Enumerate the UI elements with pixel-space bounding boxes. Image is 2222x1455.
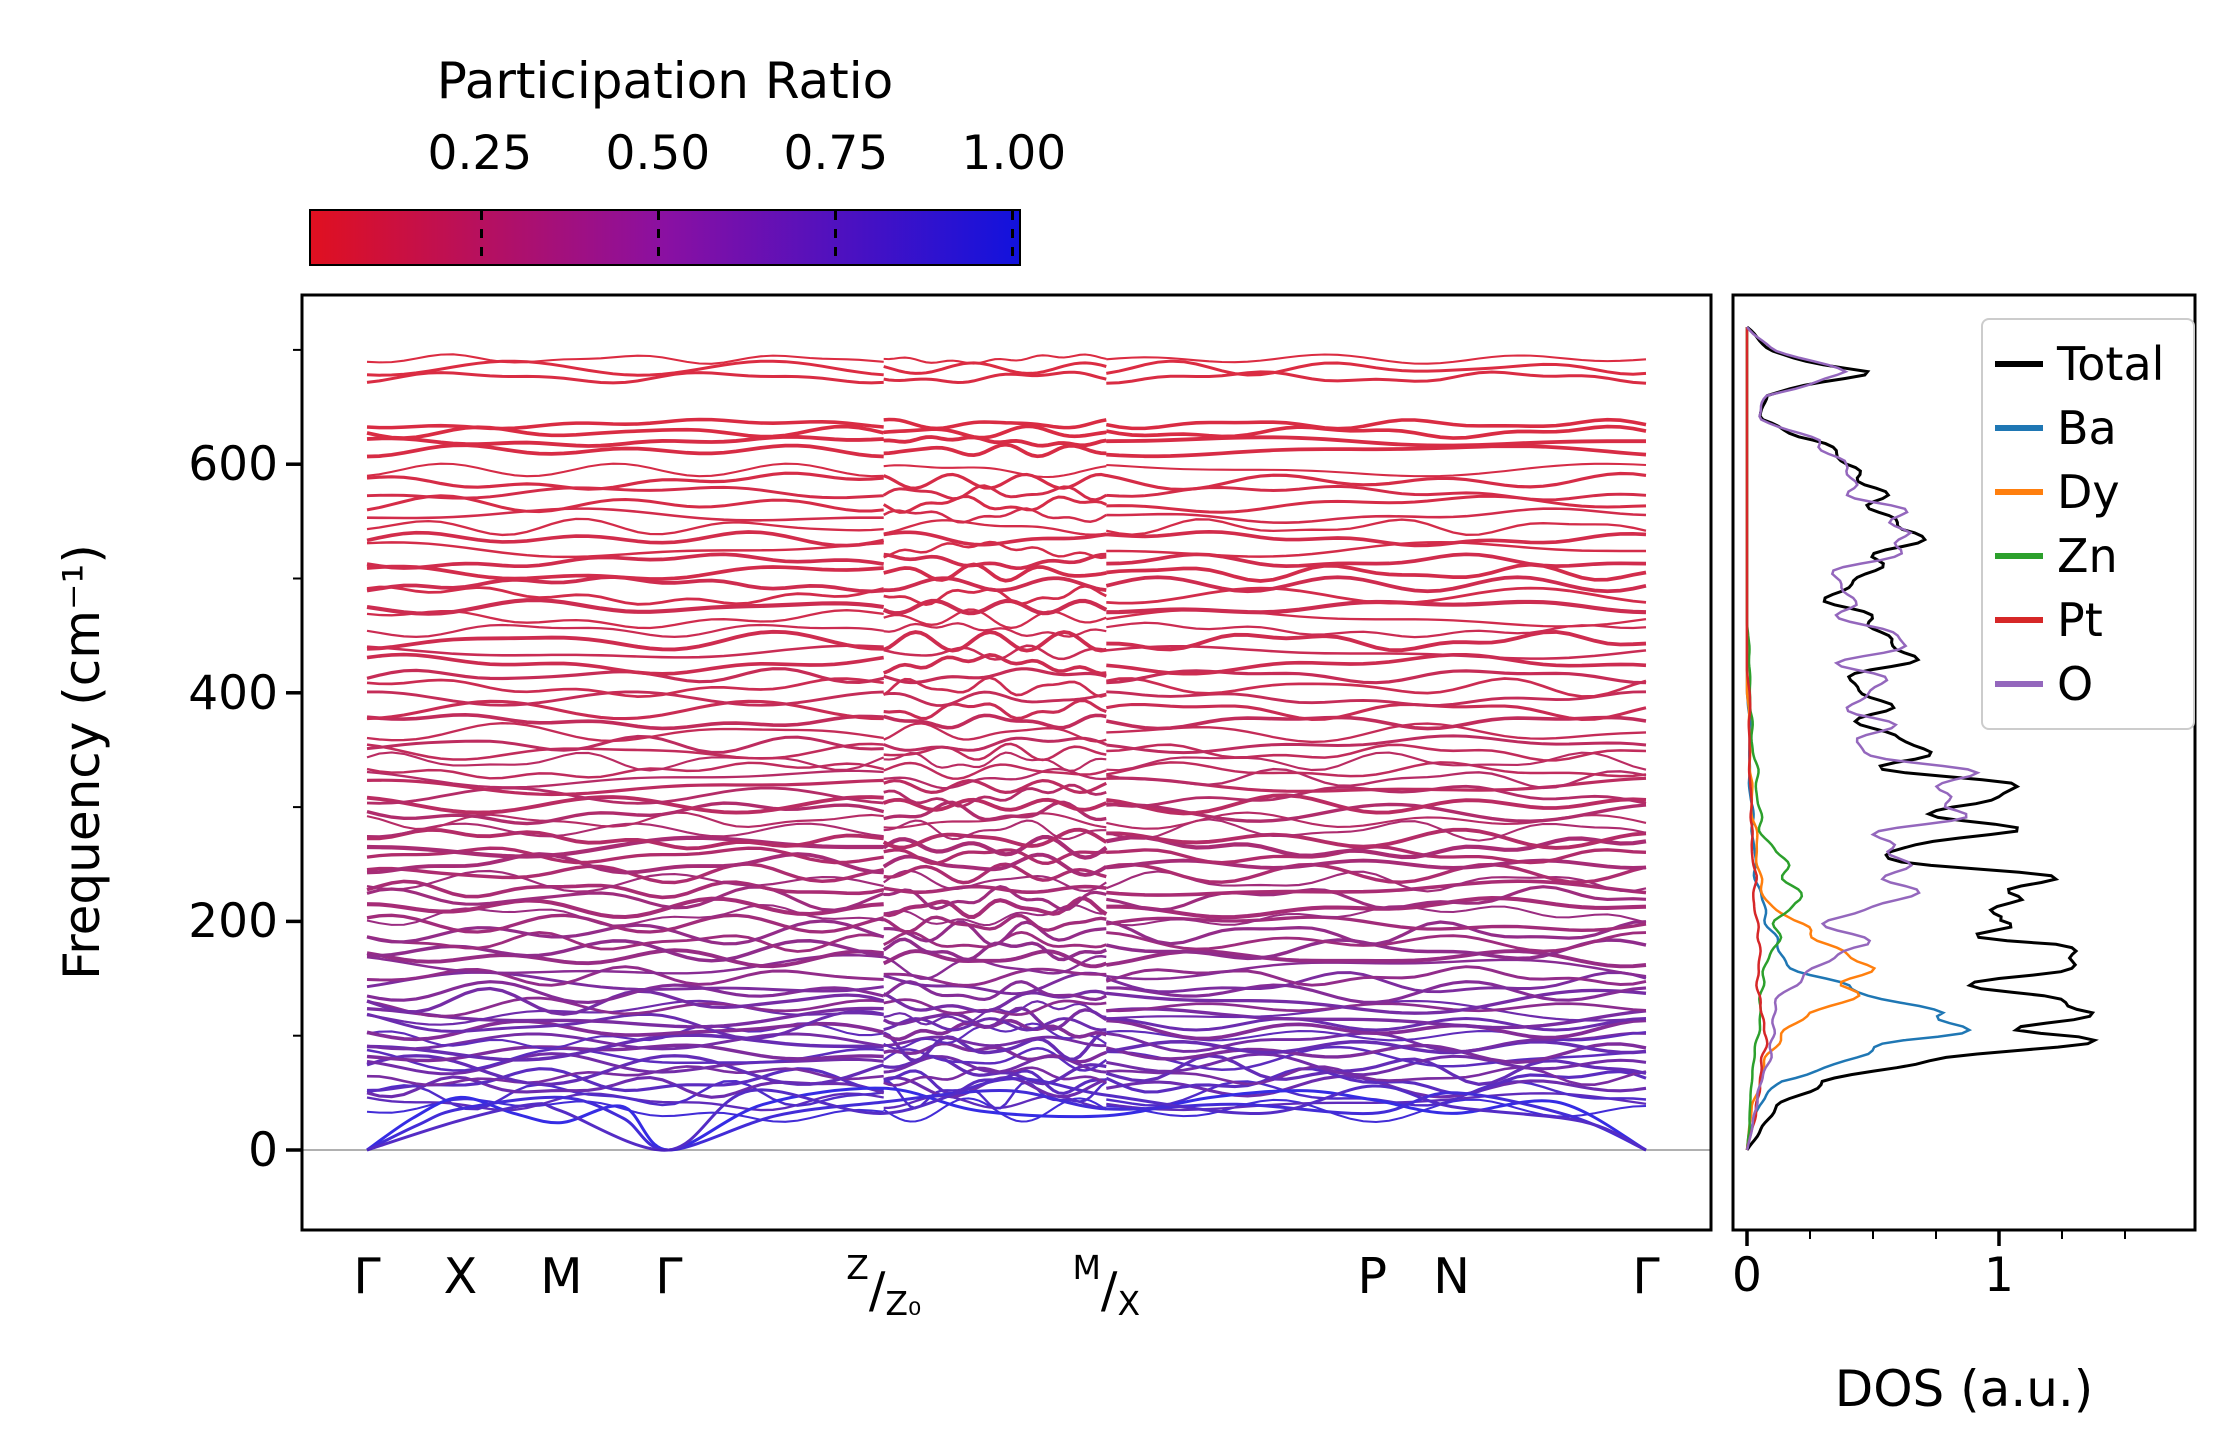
legend-label: Pt	[2057, 593, 2103, 647]
kpoint-label: Z/Z₀	[846, 1248, 922, 1323]
band-path	[366, 494, 1647, 514]
band-path	[366, 598, 1647, 616]
colorbar-tick-mark	[656, 211, 660, 264]
frequency-axis-label: Frequency (cm⁻¹)	[53, 544, 111, 980]
kpoint-label: Γ	[353, 1248, 381, 1305]
band-path	[366, 359, 1647, 377]
band-path	[366, 507, 1647, 524]
band-path	[366, 793, 1647, 816]
colorbar-tick-label: 0.25	[427, 126, 533, 181]
colorbar-tick-mark	[479, 211, 483, 264]
legend-label: O	[2057, 657, 2094, 711]
dos-tick-label: 1	[1984, 1248, 2014, 1303]
colorbar-tick-label: 0.75	[783, 126, 889, 181]
colorbar-tick-label: 1.00	[961, 126, 1067, 181]
dos-panel-frame	[1731, 293, 2197, 1232]
dos-curve-o	[1745, 326, 1981, 1151]
band-path	[366, 667, 1647, 685]
legend-swatch-ba	[1995, 425, 2043, 431]
legend-item: Dy	[1995, 460, 2185, 524]
band-path	[366, 434, 1646, 448]
dos-curve-dy	[1745, 327, 1877, 1151]
band-path	[366, 1031, 1647, 1063]
legend-label: Dy	[2057, 465, 2120, 519]
kpoint-label: Γ	[1632, 1248, 1660, 1305]
band-path	[366, 699, 1647, 721]
legend-label: Ba	[2057, 401, 2117, 455]
band-panel-frame	[300, 293, 1713, 1232]
legend-item: Pt	[1995, 588, 2185, 652]
band-path	[366, 767, 1647, 790]
frequency-tick-label: 0	[248, 1123, 278, 1178]
band-path	[366, 919, 1647, 947]
band-path	[366, 621, 1647, 639]
colorbar-tick-labels: 0.25 0.50 0.75 1.00	[309, 126, 1067, 182]
kpoint-label: M	[540, 1248, 583, 1305]
band-path	[367, 690, 1647, 707]
dos-curves	[1745, 325, 2099, 1151]
kpoint-label: X	[443, 1248, 478, 1305]
colorbar-title: Participation Ratio	[436, 52, 894, 110]
legend-item: Zn	[1995, 524, 2185, 588]
legend-swatch-total	[1995, 361, 2043, 367]
colorbar-tick-mark	[1010, 211, 1014, 264]
band-path	[366, 751, 1647, 772]
band-path	[366, 629, 1647, 653]
band-path	[366, 353, 1647, 365]
band-path	[366, 712, 1647, 731]
acoustic-band-path	[366, 1088, 1647, 1152]
band-path	[366, 562, 1647, 583]
kpoint-label: Γ	[655, 1248, 683, 1305]
legend-label: Total	[2057, 337, 2165, 391]
legend-label: Zn	[2057, 529, 2118, 583]
dos-curve-pt	[1745, 327, 1769, 1151]
band-path	[366, 734, 1647, 755]
frequency-tick-label: 400	[188, 665, 278, 721]
dos-tick-label: 0	[1732, 1248, 1762, 1303]
band-path	[366, 517, 1647, 537]
legend-item: Total	[1995, 332, 2185, 396]
kpoint-label: M/X	[1072, 1248, 1141, 1323]
axis-ticks	[286, 348, 2126, 1246]
band-path	[366, 462, 1647, 479]
band-path	[366, 913, 1647, 934]
band-path	[366, 417, 1647, 431]
band-path	[366, 879, 1647, 900]
band-path	[366, 424, 1647, 440]
band-path	[366, 370, 1647, 385]
legend-item: O	[1995, 652, 2185, 716]
band-structure-curves	[366, 353, 1647, 1152]
kpoint-label: N	[1433, 1248, 1470, 1305]
band-path	[366, 800, 1647, 826]
band-path	[366, 676, 1647, 698]
participation-ratio-colorbar	[309, 209, 1021, 266]
band-path	[366, 722, 1647, 744]
band-path	[366, 652, 1647, 676]
kpoint-label: P	[1357, 1248, 1388, 1305]
frequency-tick-label: 200	[188, 894, 278, 950]
band-path	[366, 644, 1647, 661]
legend-swatch-dy	[1995, 489, 2043, 495]
band-path	[366, 529, 1647, 548]
acoustic-band-path	[366, 1077, 1647, 1152]
legend-item: Ba	[1995, 396, 2185, 460]
band-path	[366, 742, 1647, 762]
band-path	[366, 953, 1647, 981]
band-path	[366, 471, 1647, 492]
frequency-tick-label: 600	[188, 437, 278, 493]
legend-swatch-zn	[1995, 553, 2043, 559]
legend-swatch-o	[1995, 681, 2043, 687]
band-path	[367, 827, 1647, 851]
band-path	[366, 608, 1647, 630]
band-path	[366, 761, 1647, 780]
legend-swatch-pt	[1995, 617, 2043, 623]
colorbar-tick-label: 0.50	[605, 126, 711, 181]
colorbar-tick-mark	[833, 211, 837, 264]
legend: Total Ba Dy Zn Pt O	[1981, 318, 2195, 730]
dos-axis-label: DOS (a.u.)	[1834, 1360, 2094, 1418]
